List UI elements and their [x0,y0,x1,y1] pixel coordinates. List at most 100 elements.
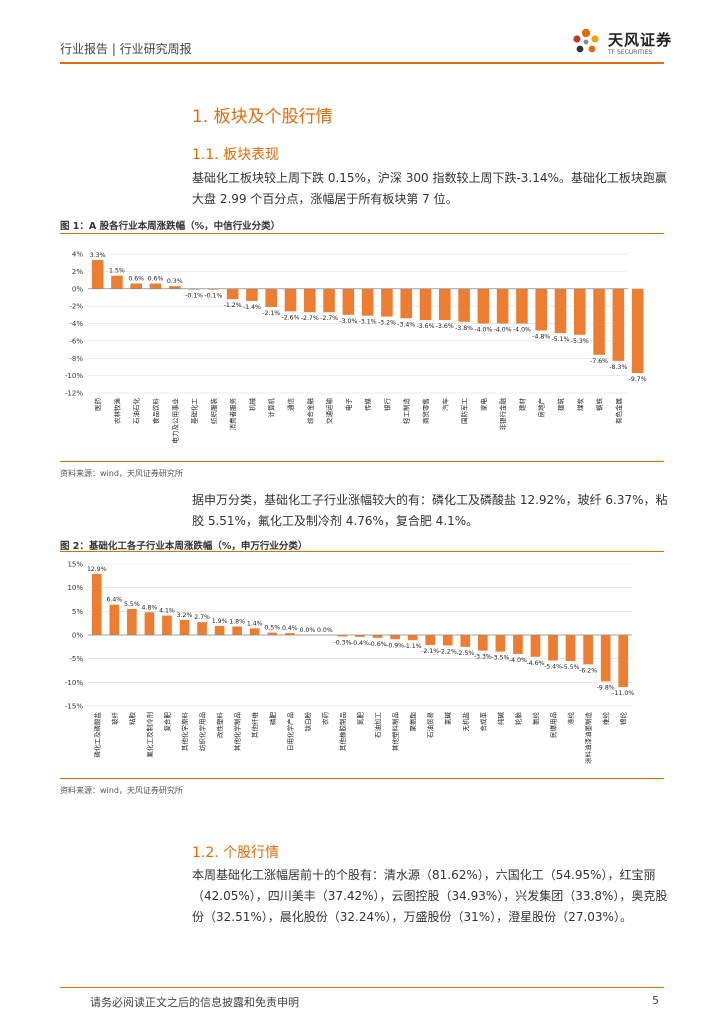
bar [232,626,242,635]
data-label: -1.4% [243,304,261,311]
category-label: 通信 [286,398,295,412]
logo-subtext: TF SECURITIES [608,49,653,56]
bar [565,635,576,662]
bar [618,635,629,688]
bar [400,288,412,319]
data-label: -5.5% [562,664,580,671]
category-label: 机械 [247,398,256,412]
bar [284,633,295,635]
category-label: 家电 [479,398,488,412]
data-label: -3.0% [339,318,357,325]
data-label: -6.2% [579,667,597,674]
bar [226,288,239,300]
category-label: 轮胎 [513,712,522,726]
bar [407,635,418,641]
bar [548,635,558,661]
category-label: 维纶 [601,712,610,726]
data-label: 12.9% [87,566,107,573]
data-label: 4.8% [142,604,158,611]
category-label: 其他纤维 [250,712,259,739]
data-label: -2.1% [421,648,439,655]
bar [361,288,374,316]
bar [214,626,225,635]
data-label: -3.3% [474,654,492,661]
figure2-title: 图 2：基础化工各子行业本周涨跌幅（%，申万行业分类） [60,541,308,552]
bar [477,288,490,324]
data-label: -0.9% [386,642,404,649]
data-label: 4.1% [159,608,175,615]
bar [111,275,123,289]
bar [600,635,611,682]
figure2-chart: 15% 10% 5% 0% -5% -10% -15% 12.9% 磷化工及磷酸盐 6.4% 玻纤 5… [65,561,634,765]
subsection-heading-stocks: 1.2. 个股行情 [192,845,280,861]
category-label: 农林牧渔 [112,398,121,425]
category-label: 房地产 [537,398,546,418]
category-label: 磷化工及磷酸盐 [92,712,101,758]
bar [249,628,260,635]
category-label: 氨纶 [531,712,540,726]
data-label: 1.5% [109,268,125,275]
logo-text: 天风证券 [608,31,673,49]
category-label: 非银行金融 [498,398,507,431]
data-label: -4.0% [513,327,531,334]
category-label: 医药 [93,398,102,412]
category-label: 轻工制造 [402,398,411,425]
data-label: -3.2% [378,320,396,327]
data-label: -1.1% [404,643,422,650]
category-label: 纺织化学用品 [198,712,207,751]
bar [513,635,523,654]
category-label: 建筑 [556,398,565,412]
category-label: 钛白粉 [303,712,312,732]
bar [516,288,528,324]
data-label: -3.5% [491,655,509,662]
data-label: -5.1% [552,336,570,343]
category-label: 消费者服务 [228,398,237,431]
data-label: -2.6% [282,314,300,321]
data-label: 0.6% [148,276,164,283]
data-label: -8.3% [609,364,627,371]
category-label: 商贸零售 [421,398,430,424]
category-label: 石油石化 [132,398,141,425]
category-label: 氮肥 [356,712,365,726]
page-number: 5 [652,994,659,1007]
data-label: 0.4% [282,625,298,632]
bar [149,283,162,289]
figure1-source: 资料来源：wind，天风证券研究所 [60,469,183,478]
data-label: -2.1% [262,310,280,317]
category-label: 无机盐 [461,712,470,732]
y-tick-label: 15% [67,561,83,569]
data-label: 1.9% [212,618,228,625]
bar [197,622,207,635]
bar [574,288,586,335]
figure1-title: 图 1：A 股各行业本周涨跌幅（%，中信行业分类） [60,221,281,232]
category-label: 石油加工 [373,712,382,739]
y-tick-label: -12% [65,390,83,398]
data-label: 0.3% [167,278,183,285]
bar [425,635,436,645]
data-label: 5.5% [124,601,140,608]
bar [530,635,541,657]
category-label: 电子 [344,398,353,412]
category-label: 涂料油漆油墨制造 [584,712,593,765]
data-label: -7.6% [590,358,608,365]
category-label: 合成革 [478,712,487,732]
y-tick-label: -4% [69,320,83,328]
report-header: 行业报告 | 行业研究周报 [60,42,192,56]
data-label: -0.6% [369,641,387,648]
data-label: -3.4% [397,321,415,328]
category-label: 日用化学产品 [285,712,294,751]
data-label: -9.8% [597,684,615,691]
data-label: -4.0% [509,657,527,664]
paragraph-subindustries: 据申万分类，基础化工子行业涨幅较大的有：磷化工及磷酸盐 12.92%，玻纤 6.… [192,493,668,528]
figure1-chart: 4% 2% 0% -2% -4% -6% -8% -10% -12% 3.3% 医药 1.5% 农林牧渔… [65,251,647,444]
bar [495,635,506,652]
bar [323,288,335,313]
data-label: 1.4% [247,620,263,627]
y-tick-label: 5% [72,608,83,616]
category-label: 银行 [382,398,391,412]
category-label: 交通运输 [325,398,334,425]
bar [169,286,181,289]
paragraph-top-stocks: 本周基础化工涨幅居前十的个股有：清水源（81.62%），六国化工（54.95%）… [192,868,668,924]
y-tick-label: -15% [65,703,83,711]
category-label: 钢铁 [595,398,604,412]
